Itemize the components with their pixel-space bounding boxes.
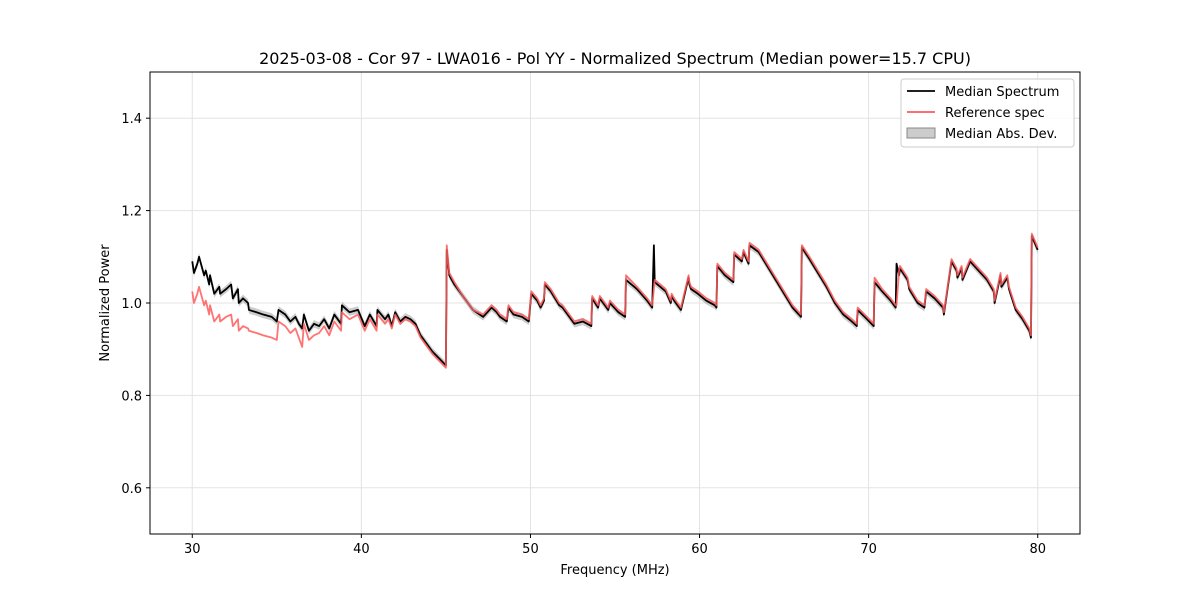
- legend-label: Reference spec: [945, 106, 1045, 121]
- y-axis: 0.6 0.8 1.0 1.2 1.4: [121, 112, 150, 497]
- reference-spec-line: [191, 232, 1039, 369]
- x-tick-label: 60: [691, 542, 708, 557]
- legend-label: Median Spectrum: [945, 85, 1059, 100]
- plot-area: [191, 232, 1039, 370]
- x-axis: 30 40 50 60 70 80: [184, 534, 1046, 557]
- x-tick-label: 50: [522, 542, 539, 557]
- legend: Median Spectrum Reference spec Median Abs.…: [900, 78, 1075, 148]
- x-tick-label: 30: [184, 542, 201, 557]
- x-tick-label: 70: [860, 542, 877, 557]
- y-tick-label: 0.8: [121, 389, 142, 404]
- y-axis-label: Normalized Power: [98, 244, 113, 362]
- x-axis-label: Frequency (MHz): [560, 563, 669, 578]
- legend-label: Median Abs. Dev.: [945, 127, 1057, 142]
- y-tick-label: 1.0: [121, 297, 142, 312]
- y-tick-label: 0.6: [121, 482, 142, 497]
- legend-box: [900, 78, 1075, 148]
- x-tick-label: 40: [353, 542, 370, 557]
- legend-patch-swatch: [906, 127, 936, 139]
- y-tick-label: 1.4: [121, 112, 142, 127]
- x-tick-label: 80: [1029, 542, 1046, 557]
- y-tick-label: 1.2: [121, 205, 142, 220]
- chart-title: 2025-03-08 - Cor 97 - LWA016 - Pol YY - …: [259, 49, 971, 68]
